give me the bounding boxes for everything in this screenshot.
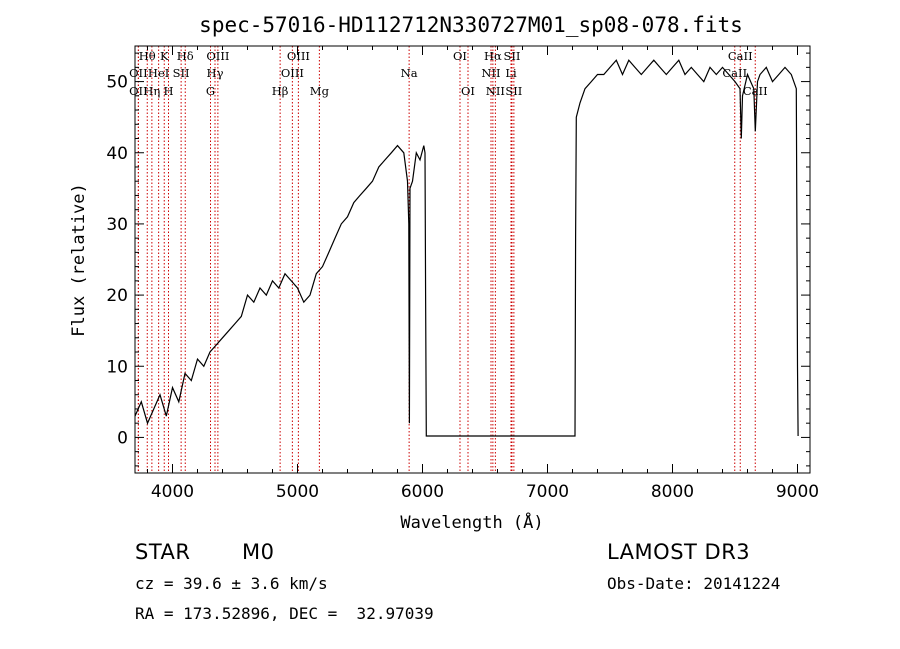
plot-frame bbox=[134, 45, 811, 474]
line-label: SII bbox=[173, 66, 190, 80]
y-tick-label: 40 bbox=[106, 144, 128, 164]
line-label: CaII bbox=[722, 66, 747, 80]
y-axis-label: Flux (relative) bbox=[69, 183, 89, 337]
line-label: NII bbox=[486, 84, 505, 98]
x-tick-label: 7000 bbox=[526, 482, 569, 502]
line-label: SII bbox=[505, 84, 522, 98]
line-label: Hγ bbox=[207, 66, 224, 80]
x-tick-label: 5000 bbox=[276, 482, 319, 502]
spectrum-line bbox=[134, 59, 799, 437]
y-tick-label: 30 bbox=[106, 215, 128, 235]
line-label: CaII bbox=[743, 84, 768, 98]
line-label: K bbox=[160, 49, 169, 63]
y-tick-label: 50 bbox=[106, 73, 128, 93]
line-label: OIII bbox=[281, 66, 304, 80]
x-tick-label: 9000 bbox=[776, 482, 819, 502]
line-label: G bbox=[206, 84, 215, 98]
emission-line-markers bbox=[137, 46, 756, 473]
chart-title: spec-57016-HD112712N330727M01_sp08-078.f… bbox=[199, 13, 743, 37]
line-label: Hη bbox=[143, 84, 160, 98]
survey-name: LAMOST DR3 bbox=[607, 540, 751, 564]
y-tick-label: 20 bbox=[106, 286, 128, 306]
line-label: CaII bbox=[728, 49, 753, 63]
line-label: NII bbox=[481, 66, 500, 80]
line-label: Hθ bbox=[139, 49, 156, 63]
observation-date: Obs-Date: 20141224 bbox=[607, 574, 781, 593]
x-axis-label: Wavelength (Å) bbox=[400, 511, 543, 533]
redshift-value: cz = 39.6 ± 3.6 km/s bbox=[135, 574, 328, 593]
object-class: STAR bbox=[135, 540, 191, 564]
line-label: SII bbox=[504, 49, 521, 63]
line-label: OIII bbox=[287, 49, 310, 63]
y-axis-ticks: 0 10 20 30 40 50 bbox=[106, 52, 810, 467]
spectrum-series bbox=[134, 59, 799, 437]
line-label: Hα bbox=[484, 49, 502, 63]
object-subclass: M0 bbox=[242, 540, 275, 564]
line-label: HeI bbox=[148, 66, 169, 80]
line-label: OIII bbox=[206, 49, 229, 63]
y-tick-label: 10 bbox=[106, 357, 128, 377]
coordinates: RA = 173.52896, DEC = 32.97039 bbox=[135, 604, 434, 623]
line-label: OII bbox=[129, 84, 148, 98]
x-axis-ticks: 4000 5000 6000 7000 8000 9000 bbox=[147, 46, 819, 502]
line-label: H bbox=[163, 84, 173, 98]
line-label: Mg bbox=[310, 84, 330, 98]
line-label: Na bbox=[401, 66, 418, 80]
line-label: OII bbox=[129, 66, 148, 80]
line-label: OI bbox=[461, 84, 475, 98]
line-label: OI bbox=[453, 49, 467, 63]
line-label: Li bbox=[505, 66, 517, 80]
x-tick-label: 8000 bbox=[651, 482, 694, 502]
y-tick-label: 0 bbox=[117, 428, 128, 448]
x-tick-label: 6000 bbox=[401, 482, 444, 502]
x-tick-label: 4000 bbox=[151, 482, 194, 502]
line-label: Hβ bbox=[272, 84, 289, 98]
line-label: Hδ bbox=[177, 49, 194, 63]
